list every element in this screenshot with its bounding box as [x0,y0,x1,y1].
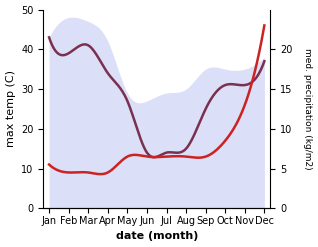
X-axis label: date (month): date (month) [115,231,198,242]
Y-axis label: med. precipitation (kg/m2): med. precipitation (kg/m2) [303,48,313,170]
Y-axis label: max temp (C): max temp (C) [5,70,16,147]
